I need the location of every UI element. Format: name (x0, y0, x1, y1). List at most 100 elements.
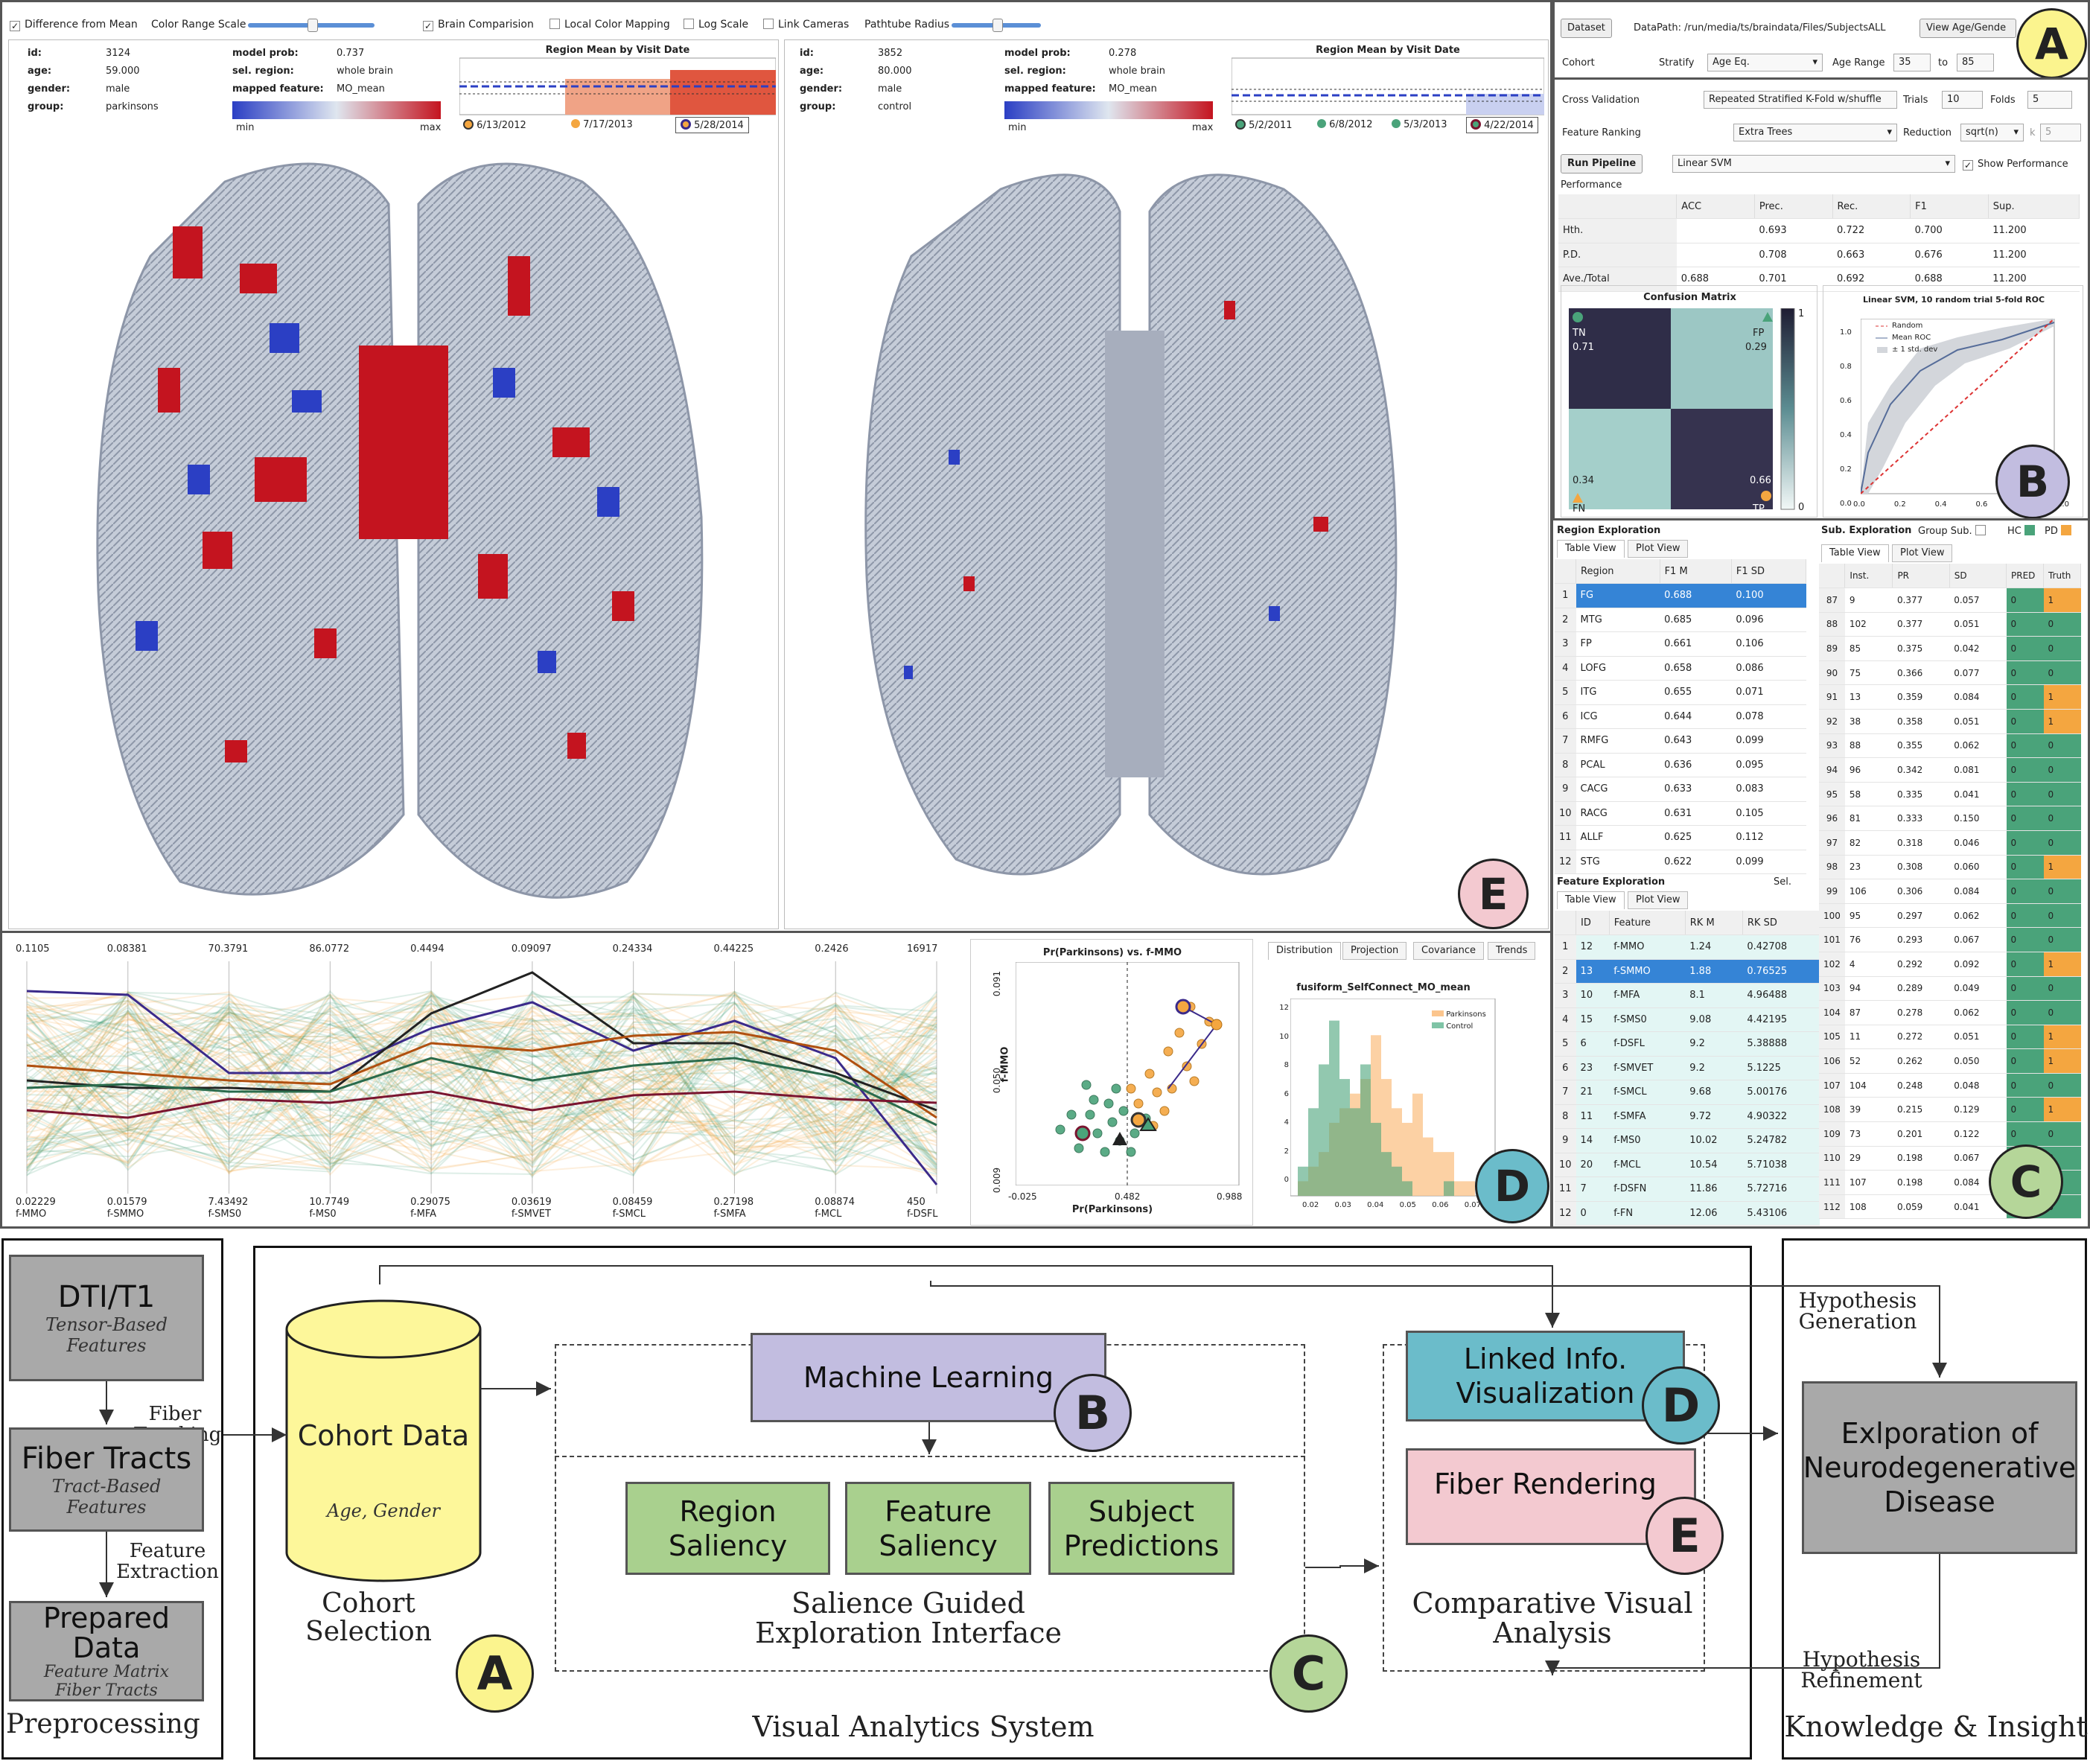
confusion-matrix[interactable]: Confusion Matrix TN 0.71 FP 0.29 0.34 FN… (1561, 285, 1817, 518)
left-brain-rendering[interactable] (91, 144, 716, 926)
table-row[interactable]: 98 23 0.308 0.060 0 1 (1819, 855, 2081, 880)
table-row[interactable]: 103 94 0.289 0.049 0 0 (1819, 976, 2081, 1002)
roc-chart[interactable]: Linear SVM, 10 random trial 5-fold ROC R… (1823, 285, 2083, 518)
table-header[interactable] (1555, 559, 1577, 584)
table-header[interactable]: F1 (1910, 194, 1989, 219)
table-row[interactable]: 12 0 f-FN 12.06 5.43106 (1555, 1201, 1820, 1226)
table-row[interactable]: 107 104 0.248 0.048 0 0 (1819, 1073, 2081, 1098)
table-header[interactable]: ID (1576, 911, 1610, 935)
log-scale-checkbox[interactable]: Log Scale (684, 19, 748, 31)
run-pipeline-button[interactable]: Run Pipeline (1561, 154, 1643, 173)
left-visit-1[interactable]: 6/13/2012 (463, 119, 526, 131)
age-max-input[interactable]: 85 (1957, 54, 1994, 71)
linked-info-box[interactable]: Linked Info. Visualization (1406, 1331, 1685, 1421)
table-header[interactable] (1558, 194, 1678, 219)
table-row[interactable]: 4 LOFG 0.658 0.086 (1555, 656, 1806, 681)
table-row[interactable]: Hth. 0.693 0.722 0.700 11.200 (1558, 218, 2080, 243)
reduction-dropdown[interactable]: sqrt(n) ▾ (1960, 124, 2024, 141)
cv-dropdown[interactable]: Repeated Stratified K-Fold w/shuffle (1704, 91, 1897, 109)
table-row[interactable]: 6 ICG 0.644 0.078 (1555, 704, 1806, 729)
table-row[interactable]: 108 39 0.215 0.129 0 1 (1819, 1097, 2081, 1123)
ml-box[interactable]: Machine Learning (751, 1333, 1106, 1422)
color-range-knob[interactable] (308, 19, 318, 32)
table-row[interactable]: 104 87 0.278 0.062 0 0 (1819, 1000, 2081, 1025)
table-header[interactable]: RK M (1685, 911, 1743, 935)
k-input[interactable]: 5 (2040, 124, 2081, 141)
table-header[interactable]: F1 SD (1731, 559, 1807, 584)
table-header[interactable]: F1 M (1660, 559, 1732, 584)
right-visit-2[interactable]: 6/8/2012 (1317, 119, 1373, 130)
table-row[interactable]: 92 38 0.358 0.051 0 1 (1819, 709, 2081, 734)
table-row[interactable]: 95 58 0.335 0.041 0 0 (1819, 782, 2081, 807)
tab-distribution[interactable]: Distribution (1268, 942, 1341, 960)
table-row[interactable]: 4 15 f-SMS0 9.08 4.42195 (1555, 1007, 1820, 1032)
table-row[interactable]: 9 14 f-MS0 10.02 5.24782 (1555, 1128, 1820, 1153)
table-header[interactable]: SD (1949, 564, 2007, 588)
tab-trends[interactable]: Trends (1488, 942, 1536, 960)
table-header[interactable]: RK SD (1742, 911, 1820, 935)
subject-predictions-box[interactable]: Subject Predictions (1048, 1482, 1234, 1575)
table-header[interactable]: Truth (2043, 564, 2081, 588)
stratify-dropdown[interactable]: Age Eq. ▾ (1707, 54, 1823, 71)
brain-comparison-checkbox[interactable]: ✓ Brain Comparision (423, 19, 534, 31)
table-row[interactable]: Ave./Total 0.688 0.701 0.692 0.688 11.200 (1558, 267, 2080, 292)
table-row[interactable]: 91 13 0.359 0.084 0 1 (1819, 684, 2081, 710)
table-header[interactable]: Prec. (1754, 194, 1833, 219)
table-row[interactable]: 97 82 0.318 0.046 0 0 (1819, 830, 2081, 856)
table-header[interactable] (1819, 564, 1846, 588)
table-row[interactable]: 11 7 f-DSFN 11.86 5.72716 (1555, 1176, 1820, 1202)
right-visit-4[interactable]: 4/22/2014 (1466, 117, 1538, 133)
show-performance-checkbox[interactable]: ✓ Show Performance (1963, 159, 2068, 171)
table-header[interactable]: Inst. (1844, 564, 1893, 588)
table-row[interactable]: 99 106 0.306 0.084 0 0 (1819, 879, 2081, 904)
table-row[interactable]: P.D. 0.708 0.663 0.676 11.200 (1558, 243, 2080, 267)
right-visit-3[interactable]: 5/3/2013 (1392, 119, 1447, 130)
trials-input[interactable]: 10 (1942, 91, 1983, 109)
table-header[interactable]: Rec. (1832, 194, 1911, 219)
table-row[interactable]: 12 STG 0.622 0.099 (1555, 850, 1806, 874)
folds-input[interactable]: 5 (2027, 91, 2072, 109)
table-header[interactable]: PRED (2006, 564, 2044, 588)
table-row[interactable]: 1 FG 0.688 0.100 (1555, 583, 1806, 608)
table-row[interactable]: 102 4 0.292 0.092 0 1 (1819, 952, 2081, 977)
diff-mean-checkbox[interactable]: ✓ Difference from Mean (10, 19, 138, 31)
table-row[interactable]: 6 23 f-SMVET 9.2 5.1225 (1555, 1056, 1820, 1080)
table-row[interactable]: 11 ALLF 0.625 0.112 (1555, 825, 1806, 850)
table-row[interactable]: 94 96 0.342 0.081 0 0 (1819, 757, 2081, 783)
table-header[interactable] (1555, 911, 1577, 935)
table-row[interactable]: 5 6 f-DSFL 9.2 5.38888 (1555, 1031, 1820, 1057)
table-row[interactable]: 96 81 0.333 0.150 0 0 (1819, 806, 2081, 831)
table-row[interactable]: 100 95 0.297 0.062 0 0 (1819, 903, 2081, 929)
link-cameras-checkbox[interactable]: Link Cameras (763, 19, 849, 31)
table-row[interactable]: 109 73 0.201 0.122 0 0 (1819, 1121, 2081, 1147)
table-header[interactable]: Region (1576, 559, 1660, 584)
sub-table-tab[interactable]: Table View (1821, 544, 1889, 562)
table-row[interactable]: 90 75 0.366 0.077 0 0 (1819, 660, 2081, 686)
table-row[interactable]: 5 ITG 0.655 0.071 (1555, 680, 1806, 705)
table-row[interactable]: 10 RACG 0.631 0.105 (1555, 801, 1806, 826)
left-visit-chart[interactable]: Region Mean by Visit Date 6/13/2012 7/17… (459, 40, 776, 137)
tab-projection[interactable]: Projection (1342, 942, 1407, 960)
table-row[interactable]: 89 85 0.375 0.042 0 0 (1819, 636, 2081, 661)
sub-plot-tab[interactable]: Plot View (1892, 544, 1953, 562)
table-row[interactable]: 105 11 0.272 0.051 0 1 (1819, 1025, 2081, 1050)
pathtube-knob[interactable] (993, 19, 1003, 32)
table-row[interactable]: 88 102 0.377 0.051 0 0 (1819, 612, 2081, 637)
left-visit-2[interactable]: 7/17/2013 (571, 119, 633, 130)
table-header[interactable]: Feature (1609, 911, 1686, 935)
table-row[interactable]: 2 MTG 0.685 0.096 (1555, 608, 1806, 632)
feature-saliency-box[interactable]: Feature Saliency (845, 1482, 1031, 1575)
table-row[interactable]: 9 CACG 0.633 0.083 (1555, 777, 1806, 802)
right-visit-1[interactable]: 5/2/2011 (1235, 119, 1293, 131)
right-visit-chart[interactable]: Region Mean by Visit Date 5/2/2011 6/8/2… (1232, 40, 1544, 137)
table-row[interactable]: 8 11 f-SMFA 9.72 4.90322 (1555, 1104, 1820, 1129)
table-row[interactable]: 101 76 0.293 0.067 0 0 (1819, 927, 2081, 952)
tab-covariance[interactable]: Covariance (1413, 942, 1484, 960)
region-saliency-box[interactable]: Region Saliency (625, 1482, 830, 1575)
age-min-input[interactable]: 35 (1893, 54, 1931, 71)
table-row[interactable]: 106 52 0.262 0.050 0 1 (1819, 1048, 2081, 1074)
table-row[interactable]: 3 FP 0.661 0.106 (1555, 631, 1806, 657)
table-row[interactable]: 8 PCAL 0.636 0.095 (1555, 753, 1806, 777)
view-age-gender-button[interactable]: View Age/Gende (1919, 19, 2016, 38)
table-row[interactable]: 93 88 0.355 0.062 0 0 (1819, 733, 2081, 759)
